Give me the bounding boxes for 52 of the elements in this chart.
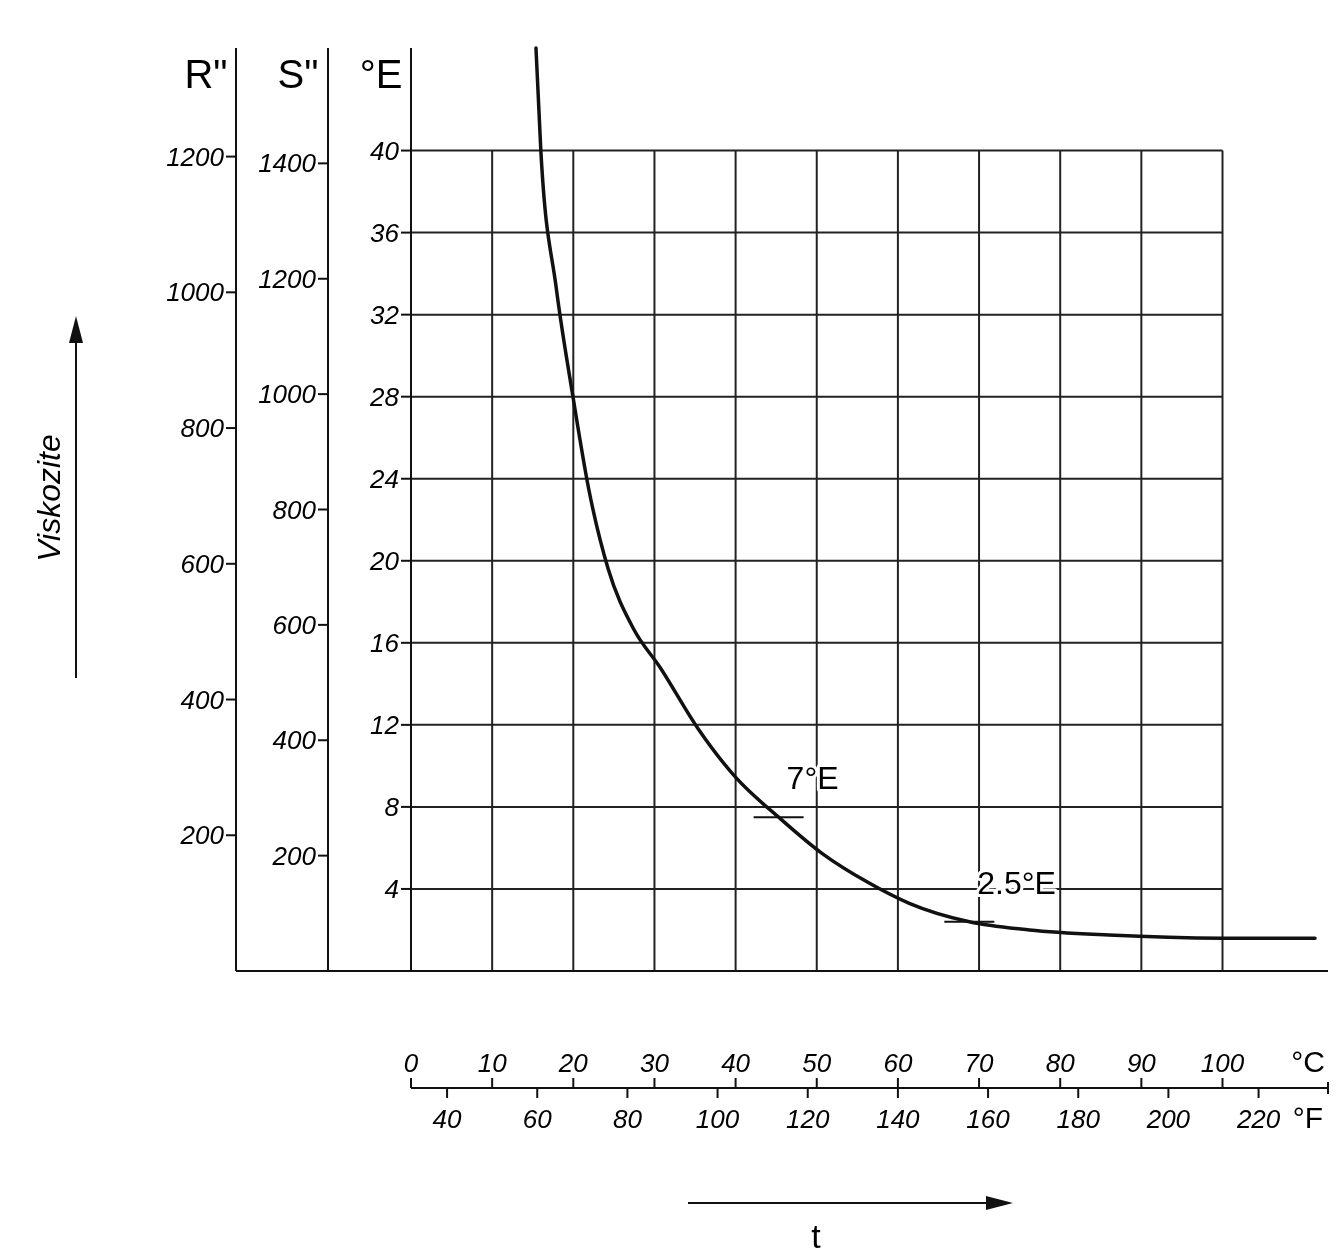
y-tick-label: 28 bbox=[369, 381, 400, 412]
x2-axis-title: °F bbox=[1292, 1101, 1324, 1134]
x-axis-title: °C bbox=[1291, 1045, 1325, 1078]
x2-tick-label: 180 bbox=[1056, 1104, 1101, 1134]
y-tick-label: 4 bbox=[384, 874, 399, 905]
text: t bbox=[811, 1217, 822, 1255]
x2-tick-label: 80 bbox=[612, 1104, 643, 1134]
y2-tick-label: 600 bbox=[272, 609, 317, 640]
y3-tick-label: 600 bbox=[180, 548, 225, 579]
y-tick-label: 40 bbox=[370, 135, 400, 166]
y2-tick-label: 1200 bbox=[258, 263, 317, 294]
y-tick-label: 8 bbox=[384, 792, 400, 823]
y-tick-label: 12 bbox=[370, 709, 400, 740]
y3-tick-label: 200 bbox=[179, 820, 225, 851]
y2-tick-label: 200 bbox=[271, 840, 317, 871]
y-tick-label: 24 bbox=[369, 463, 399, 494]
y3-tick-label: 1200 bbox=[166, 141, 225, 172]
y-tick-label: 20 bbox=[369, 545, 400, 576]
y-tick-label: 16 bbox=[370, 627, 400, 658]
y2-tick-label: 1000 bbox=[258, 379, 317, 410]
x2-tick-label: 140 bbox=[876, 1104, 921, 1134]
x-tick-label: 20 bbox=[557, 1048, 589, 1078]
y2-tick-label: 1400 bbox=[258, 148, 317, 179]
x2-tick-label: 60 bbox=[522, 1104, 553, 1134]
x-tick-label: 60 bbox=[883, 1048, 913, 1078]
y-tick-label: 36 bbox=[370, 217, 400, 248]
y3-axis-title: R" bbox=[184, 52, 228, 96]
y-axis-title: °E bbox=[359, 52, 403, 96]
line-series bbox=[534, 46, 1317, 940]
x-tick-label: 70 bbox=[964, 1048, 995, 1078]
x-tick-label: 50 bbox=[802, 1048, 832, 1078]
text: Viskozite bbox=[31, 434, 67, 562]
y2-tick-label: 400 bbox=[272, 725, 317, 756]
x-tick-label: 90 bbox=[1126, 1048, 1157, 1078]
y3-tick-label: 1000 bbox=[166, 277, 225, 308]
x2-tick-label: 40 bbox=[432, 1104, 463, 1134]
x-tick-label: 10 bbox=[477, 1048, 508, 1078]
y2-tick-label: 800 bbox=[272, 494, 317, 525]
x2-tick-label: 120 bbox=[786, 1104, 830, 1134]
y3-tick-label: 400 bbox=[180, 684, 225, 715]
x-tick-label: 80 bbox=[1045, 1048, 1076, 1078]
x-tick-label: 0 bbox=[403, 1048, 419, 1078]
x-tick-label: 30 bbox=[639, 1048, 670, 1078]
y2-axis-title: S" bbox=[277, 52, 319, 96]
x2-tick-label: 100 bbox=[695, 1104, 740, 1134]
x2-tick-label: 200 bbox=[1145, 1104, 1191, 1134]
x2-tick-label: 160 bbox=[966, 1104, 1011, 1134]
y-tick-label: 32 bbox=[370, 299, 400, 330]
x-tick-label: 40 bbox=[721, 1048, 751, 1078]
x2-tick-label: 220 bbox=[1235, 1104, 1281, 1134]
x-tick-label: 100 bbox=[1200, 1048, 1245, 1078]
y3-tick-label: 800 bbox=[180, 413, 225, 444]
